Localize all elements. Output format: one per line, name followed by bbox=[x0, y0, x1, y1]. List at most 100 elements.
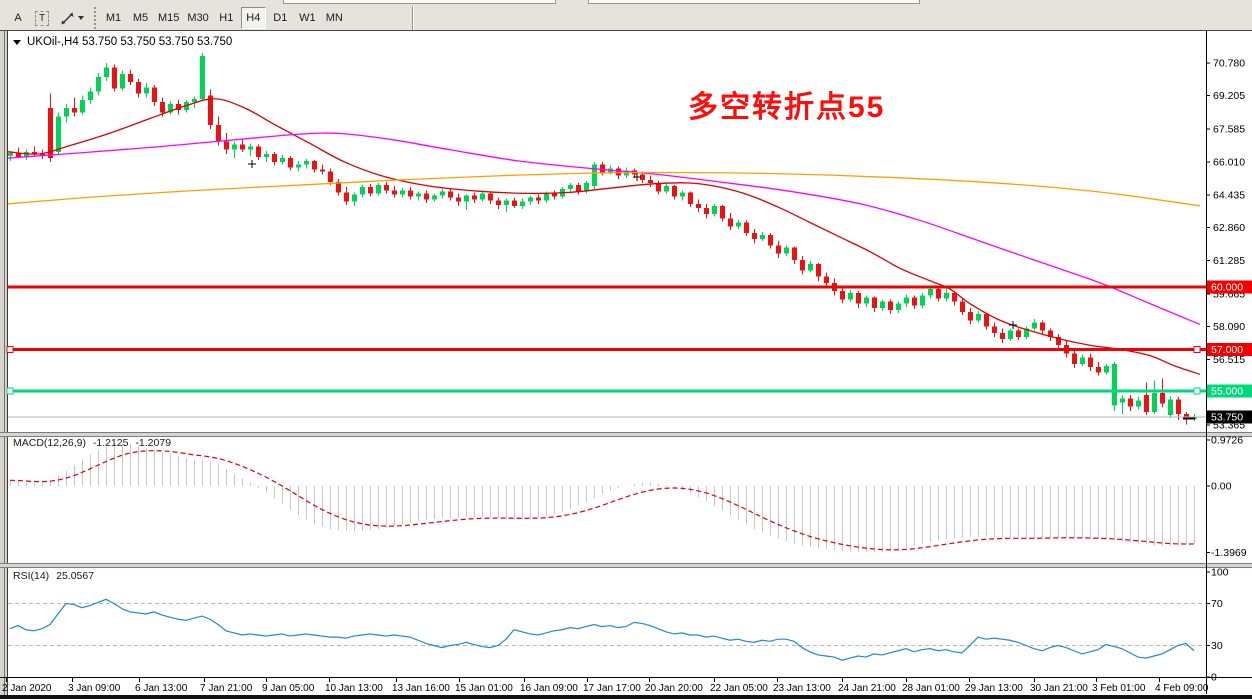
candle-body bbox=[600, 164, 605, 173]
macd-indicator-label: MACD(12,26,9) -1.2125 -1.2079 bbox=[13, 437, 175, 449]
candle-body bbox=[352, 194, 357, 202]
candle-body bbox=[576, 185, 581, 192]
date-label: 13 Jan 16:00 bbox=[392, 683, 450, 694]
timeframe-m30-button[interactable]: M30 bbox=[187, 12, 209, 24]
timeframe-w1-button[interactable]: W1 bbox=[299, 12, 316, 24]
price-axis[interactable]: 70.780 69.205 67.585 66.010 64.435 62.860 61.2… bbox=[1206, 57, 1252, 432]
svg-text:69.205: 69.205 bbox=[1213, 90, 1245, 102]
toolbar-grip[interactable] bbox=[94, 7, 96, 29]
arrows-tool-button[interactable] bbox=[55, 7, 89, 29]
ma-fast-red[interactable] bbox=[7, 98, 1201, 375]
svg-text:0: 0 bbox=[1211, 672, 1217, 684]
candle-body bbox=[32, 151, 37, 154]
candle-body bbox=[680, 192, 685, 197]
line-handle bbox=[1193, 387, 1201, 395]
candle-body bbox=[296, 164, 301, 168]
panel-separator[interactable] bbox=[0, 432, 1252, 437]
price-marker-box bbox=[1207, 384, 1252, 398]
candle-body bbox=[744, 222, 749, 233]
candle-body bbox=[736, 222, 741, 227]
date-label: 4 Feb 09:00 bbox=[1155, 683, 1209, 694]
candle-body bbox=[240, 144, 245, 150]
candle-body bbox=[1136, 400, 1141, 407]
timeframe-m15-button[interactable]: M15 bbox=[158, 12, 180, 24]
chart-canvas[interactable]: 70.780 69.205 67.585 66.010 64.435 62.860 61.2… bbox=[0, 31, 1252, 699]
rsi-axis: 100 70 30 0 bbox=[1206, 567, 1229, 684]
candle-body bbox=[1088, 357, 1093, 368]
price-marker-box bbox=[1207, 280, 1252, 294]
candle-body bbox=[944, 293, 949, 299]
candle-body bbox=[1096, 367, 1101, 373]
candle-body bbox=[88, 91, 93, 100]
candle-body bbox=[912, 297, 917, 306]
candle-body bbox=[48, 108, 53, 159]
date-label: 7 Jan 21:00 bbox=[200, 683, 253, 694]
candle-body bbox=[976, 314, 981, 321]
candle-body bbox=[528, 197, 533, 202]
candle-body bbox=[456, 197, 461, 202]
candle-body bbox=[544, 193, 549, 201]
price-marker-box bbox=[1207, 410, 1252, 424]
candle-body bbox=[872, 297, 877, 308]
line-handle bbox=[1193, 345, 1201, 353]
cross-markers bbox=[248, 160, 1017, 329]
candle-body bbox=[432, 195, 437, 200]
candle-body bbox=[960, 301, 965, 312]
macd-axis: 0.9726 0.00 -1.3969 bbox=[1206, 434, 1247, 559]
candle-body bbox=[8, 152, 13, 156]
candle-body bbox=[808, 264, 813, 271]
candle-body bbox=[656, 183, 661, 192]
candle-body bbox=[1144, 395, 1149, 412]
candle-body bbox=[664, 186, 669, 192]
candle-body bbox=[672, 186, 677, 197]
candle-body bbox=[320, 169, 325, 172]
candle-body bbox=[824, 276, 829, 283]
toolbar-overflow-strip bbox=[588, 0, 920, 4]
candle-body bbox=[920, 295, 925, 306]
candle-body bbox=[712, 205, 717, 215]
timeframe-h1-button[interactable]: H1 bbox=[219, 12, 234, 24]
toolbar-separator bbox=[411, 6, 414, 30]
candle-body bbox=[512, 200, 517, 206]
ma-mid-magenta[interactable] bbox=[7, 132, 1201, 326]
candle-body bbox=[928, 289, 933, 296]
candle-body bbox=[192, 98, 197, 102]
candle-body bbox=[208, 95, 213, 125]
toolbar: A T M1 M5 M15 M30 H1 H4 D1 W1 MN bbox=[0, 0, 1252, 31]
candle-body bbox=[936, 289, 941, 299]
svg-text:55.000: 55.000 bbox=[1211, 386, 1243, 398]
timeframe-mn-button[interactable]: MN bbox=[325, 12, 343, 24]
candle-body bbox=[1104, 366, 1109, 373]
svg-text:0.00: 0.00 bbox=[1211, 481, 1232, 493]
candle-body bbox=[1176, 399, 1181, 414]
candle-body bbox=[264, 153, 269, 157]
timeframe-d1-button[interactable]: D1 bbox=[273, 12, 288, 24]
date-label: 3 Jan 09:00 bbox=[68, 683, 121, 694]
svg-text:30: 30 bbox=[1211, 640, 1223, 652]
timeframe-m5-button[interactable]: M5 bbox=[132, 12, 149, 24]
panel-separator[interactable] bbox=[0, 563, 1252, 568]
candle-body bbox=[776, 245, 781, 254]
text-tool-button[interactable]: T bbox=[31, 7, 53, 29]
font-tool-button[interactable]: A bbox=[14, 12, 22, 24]
timeframe-h4-button[interactable]: H4 bbox=[240, 7, 266, 29]
candle-body bbox=[896, 303, 901, 310]
price-marker-box bbox=[1207, 342, 1252, 356]
date-axis[interactable]: 2 Jan 2020 3 Jan 09:00 6 Jan 13:00 7 Jan 21… bbox=[2, 678, 1209, 694]
timeframe-m1-button[interactable]: M1 bbox=[105, 12, 122, 24]
svg-text:66.010: 66.010 bbox=[1213, 156, 1245, 168]
candle-body bbox=[984, 314, 989, 327]
macd-main-value: -1.2125 bbox=[92, 437, 129, 449]
candle-body bbox=[328, 171, 333, 182]
candle-body bbox=[496, 200, 501, 205]
candle-body bbox=[280, 158, 285, 163]
svg-text:70: 70 bbox=[1211, 598, 1223, 610]
chart-header[interactable]: UKOil-,H4 53.750 53.750 53.750 53.750 bbox=[13, 36, 232, 48]
candle-body bbox=[752, 232, 757, 240]
ma-slow-orange[interactable] bbox=[7, 171, 1201, 207]
candle-body bbox=[784, 247, 789, 254]
svg-text:60.000: 60.000 bbox=[1211, 282, 1243, 294]
chart-annotation-text[interactable]: 多空转折点55 bbox=[688, 91, 886, 124]
candle-body bbox=[40, 153, 45, 156]
horizontal-lines bbox=[6, 285, 1206, 395]
